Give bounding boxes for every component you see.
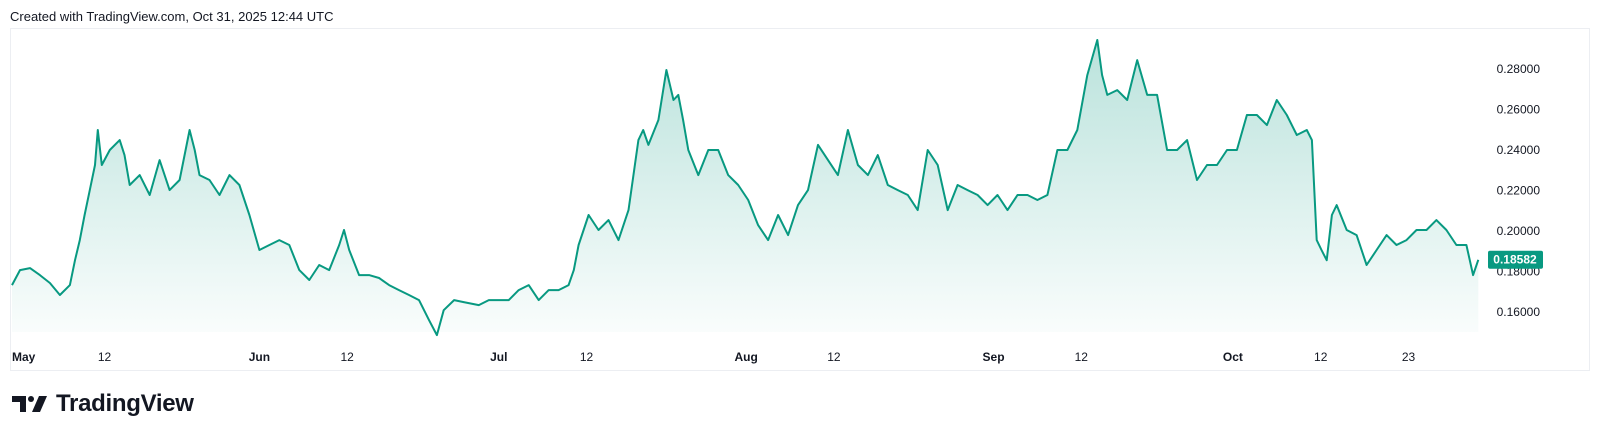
tradingview-logo[interactable]: TradingView bbox=[12, 390, 194, 418]
x-tick-label: Jul bbox=[490, 350, 507, 364]
x-tick-label: Sep bbox=[983, 350, 1005, 364]
y-tick-label: 0.28000 bbox=[1497, 62, 1541, 76]
created-with-caption: Created with TradingView.com, Oct 31, 20… bbox=[10, 9, 334, 24]
y-tick-label: 0.24000 bbox=[1497, 143, 1541, 157]
y-tick-label: 0.22000 bbox=[1497, 184, 1541, 198]
y-tick-label: 0.20000 bbox=[1497, 224, 1541, 238]
y-tick-label: 0.26000 bbox=[1497, 103, 1541, 117]
price-line bbox=[11, 39, 1480, 337]
x-tick-label: 12 bbox=[1314, 350, 1328, 364]
x-tick-label: May bbox=[12, 350, 36, 364]
x-tick-label: 23 bbox=[1402, 350, 1416, 364]
x-tick-label: Jun bbox=[249, 350, 270, 364]
x-tick-label: 12 bbox=[580, 350, 594, 364]
x-tick-label: Oct bbox=[1223, 350, 1243, 364]
x-tick-label: Aug bbox=[734, 350, 757, 364]
last-price-label: 0.18582 bbox=[1493, 253, 1537, 267]
x-tick-label: 12 bbox=[1075, 350, 1089, 364]
last-price-badge bbox=[1488, 250, 1543, 269]
chart-frame bbox=[10, 28, 1590, 371]
price-area-fill bbox=[12, 40, 1479, 336]
tradingview-logo-icon bbox=[12, 396, 47, 412]
y-tick-label: 0.16000 bbox=[1497, 305, 1541, 319]
x-tick-label: 12 bbox=[827, 350, 841, 364]
x-tick-label: 12 bbox=[340, 350, 354, 364]
tradingview-logo-text: TradingView bbox=[56, 390, 194, 417]
x-tick-label: 12 bbox=[98, 350, 112, 364]
